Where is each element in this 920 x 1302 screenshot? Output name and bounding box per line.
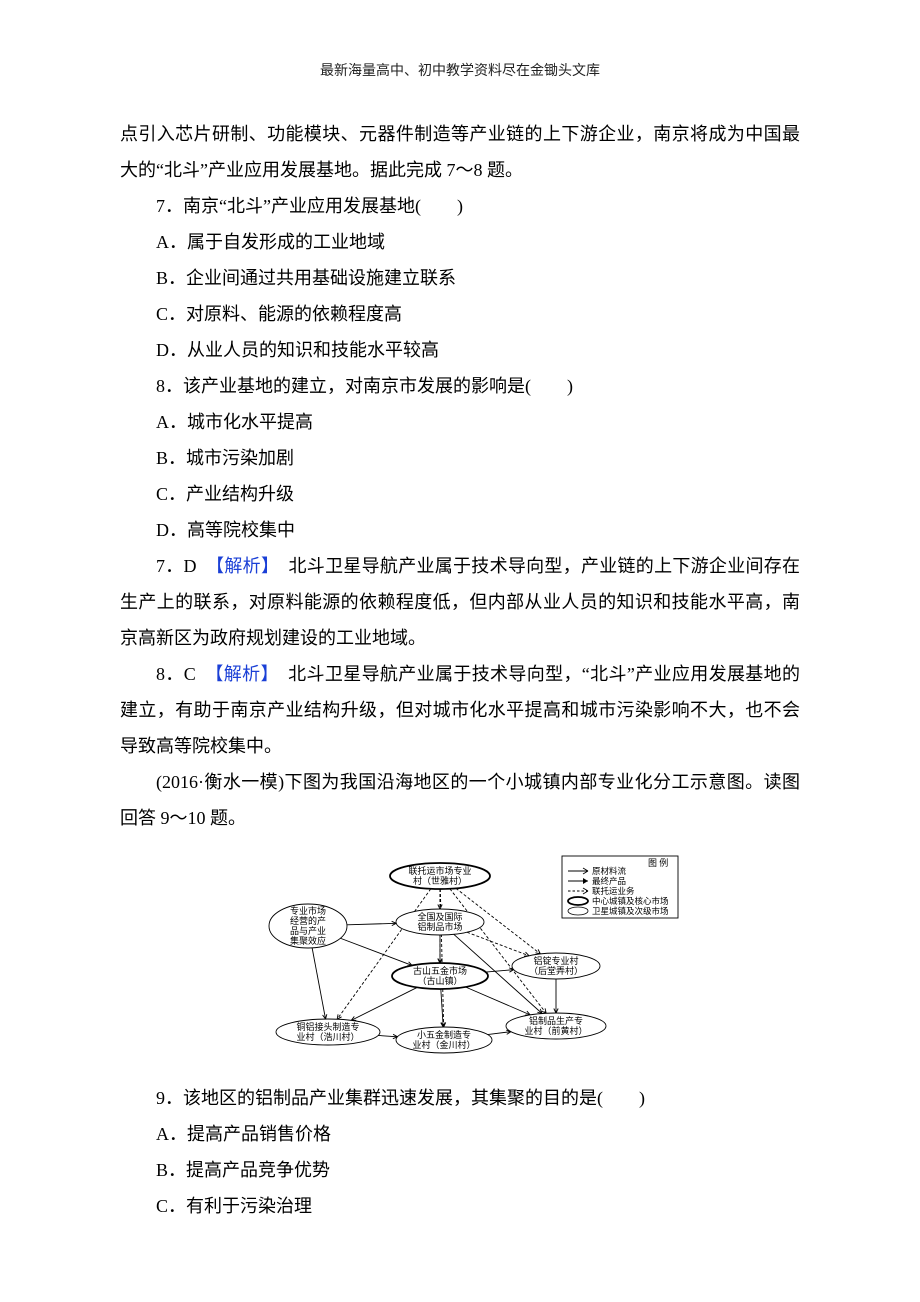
q7-opt-b: B．企业间通过共用基础设施建立联系 — [120, 260, 800, 296]
svg-text:卫星城镇及次级市场: 卫星城镇及次级市场 — [592, 906, 669, 916]
document-page: 最新海量高中、初中教学资料尽在金锄头文库 点引入芯片研制、功能模块、元器件制造等… — [0, 0, 920, 1302]
svg-text:业村（前黄村）: 业村（前黄村） — [524, 1025, 587, 1036]
q9-opt-c: C．有利于污染治理 — [120, 1188, 800, 1224]
ans7-label: 【解析】 — [215, 556, 270, 576]
q9-opt-b: B．提高产品竞争优势 — [120, 1152, 800, 1188]
q8-stem: 8．该产业基地的建立，对南京市发展的影响是( ) — [120, 368, 800, 404]
intro-paragraph: 点引入芯片研制、功能模块、元器件制造等产业链的上下游企业，南京将成为中国最大的“… — [120, 116, 800, 188]
svg-text:铜铝接头制造专: 铜铝接头制造专 — [296, 1021, 359, 1032]
svg-text:联托运市场专业: 联托运市场专业 — [408, 865, 471, 876]
svg-text:铝制品生产专: 铝制品生产专 — [529, 1015, 583, 1026]
svg-text:铝锭专业村: 铝锭专业村 — [533, 955, 578, 966]
q8-opt-b: B．城市污染加剧 — [120, 440, 800, 476]
svg-text:品与产业: 品与产业 — [290, 925, 326, 936]
q9-stem: 9．该地区的铝制品产业集群迅速发展，其集聚的目的是( ) — [120, 1080, 800, 1116]
q8-opt-a: A．城市化水平提高 — [120, 404, 800, 440]
svg-text:（后堂弄村）: （后堂弄村） — [529, 965, 583, 976]
q7-opt-c: C．对原料、能源的依赖程度高 — [120, 296, 800, 332]
ans7-head: 7．D — [156, 556, 215, 576]
svg-text:村（世雅村）: 村（世雅村） — [413, 875, 467, 886]
svg-text:（古山镇）: （古山镇） — [417, 975, 462, 986]
svg-text:全国及国际: 全国及国际 — [417, 911, 462, 922]
svg-text:小五金制造专: 小五金制造专 — [417, 1029, 471, 1040]
svg-text:业村（金川村）: 业村（金川村） — [412, 1039, 475, 1050]
svg-text:最终产品: 最终产品 — [592, 876, 626, 886]
figure-diagram: 联托运市场专业村（世雅村） 专业市场经营的产品与产业集聚效应 全国及国际铝制品市场古… — [120, 846, 800, 1066]
q7-opt-d: D．从业人员的知识和技能水平较高 — [120, 332, 800, 368]
source-q9-10: (2016·衡水一模)下图为我国沿海地区的一个小城镇内部专业化分工示意图。读图回… — [120, 764, 800, 836]
q8-opt-c: C．产业结构升级 — [120, 476, 800, 512]
q7-opt-a: A．属于自发形成的工业地域 — [120, 224, 800, 260]
svg-text:业村（浩川村）: 业村（浩川村） — [296, 1031, 359, 1042]
svg-text:经营的产: 经营的产 — [290, 915, 326, 926]
svg-text:图 例: 图 例 — [648, 857, 668, 868]
svg-text:中心城镇及核心市场: 中心城镇及核心市场 — [592, 896, 669, 906]
svg-text:铝制品市场: 铝制品市场 — [417, 921, 462, 932]
answer-7: 7．D 【解析】 北斗卫星导航产业属于技术导向型，产业链的上下游企业间存在生产上… — [120, 548, 800, 656]
svg-text:联托运业务: 联托运业务 — [592, 886, 635, 896]
q8-opt-d: D．高等院校集中 — [120, 512, 800, 548]
q7-stem: 7．南京“北斗”产业应用发展基地( ) — [120, 188, 800, 224]
svg-text:原材料流: 原材料流 — [592, 866, 627, 876]
svg-text:专业市场: 专业市场 — [290, 905, 326, 916]
q9-opt-a: A．提高产品销售价格 — [120, 1116, 800, 1152]
ans8-head: 8．C — [156, 664, 214, 684]
diagram-svg: 联托运市场专业村（世雅村） 专业市场经营的产品与产业集聚效应 全国及国际铝制品市场古… — [240, 846, 680, 1066]
svg-text:集聚效应: 集聚效应 — [290, 935, 326, 946]
ans8-label: 【解析】 — [214, 664, 269, 684]
answer-8: 8．C 【解析】 北斗卫星导航产业属于技术导向型，“北斗”产业应用发展基地的建立… — [120, 656, 800, 764]
page-header: 最新海量高中、初中教学资料尽在金锄头文库 — [120, 60, 800, 80]
svg-text:古山五金市场: 古山五金市场 — [413, 965, 467, 976]
